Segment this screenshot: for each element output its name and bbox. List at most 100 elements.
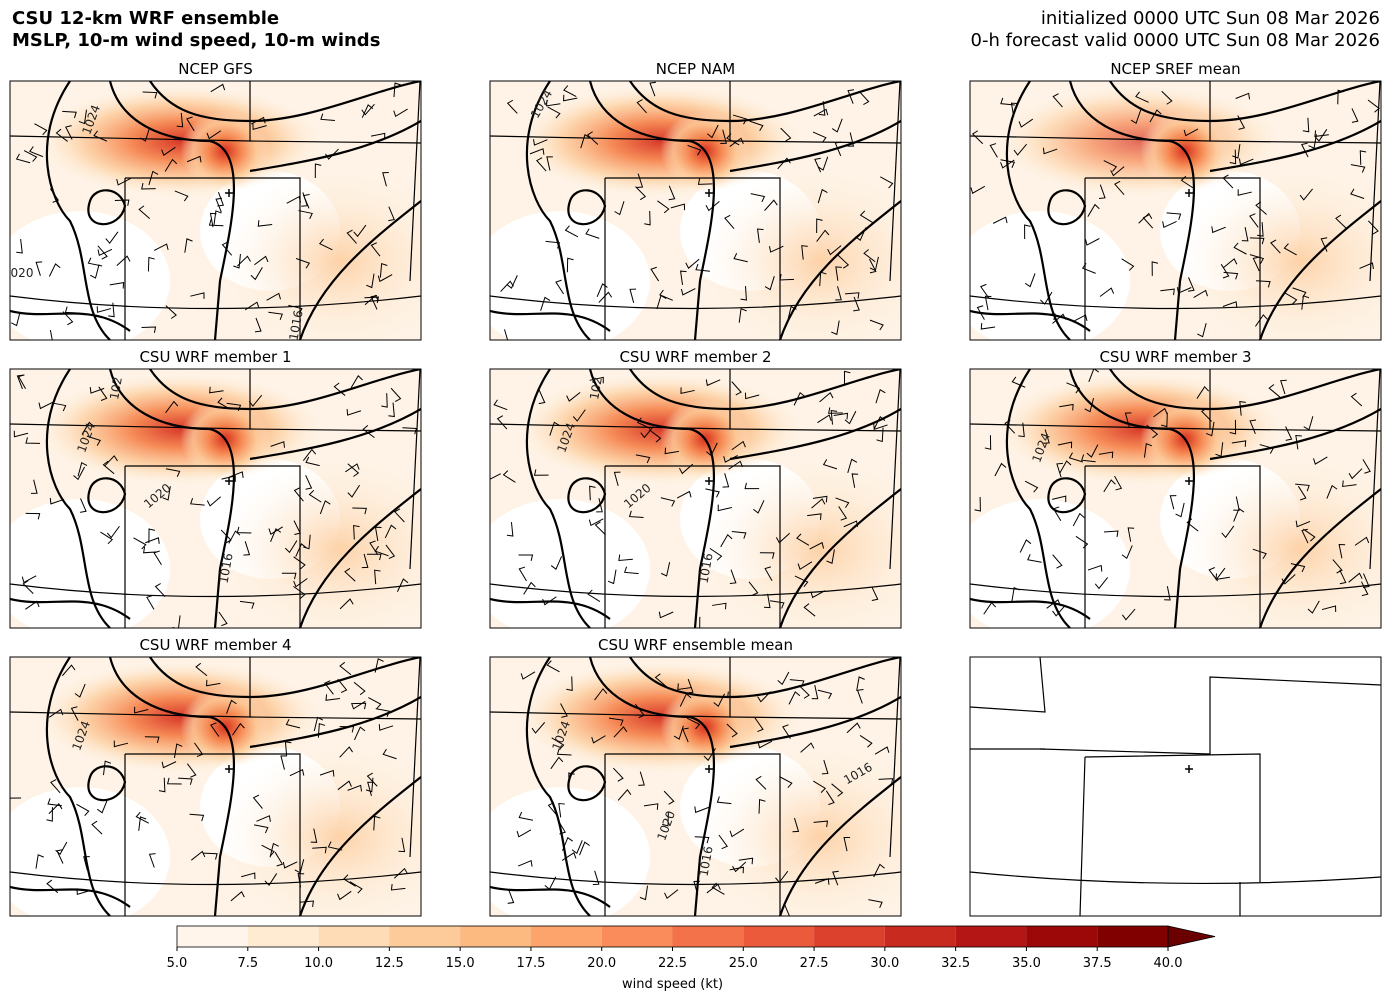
state-border [605,465,781,594]
wind-barb [738,857,754,865]
wind-barb [868,899,883,908]
wind-barb [11,311,21,327]
wind-barb [10,797,22,799]
wind-barb [203,852,218,860]
wind-barb [828,407,843,414]
map-area [970,81,1381,340]
wind-barb [697,178,713,185]
wind-barb [591,735,606,744]
wind-barb [1161,90,1173,105]
panel-title: NCEP GFS [178,60,253,78]
wind-barb [533,469,549,476]
wind-barb [1232,144,1241,159]
wind-barb [731,440,746,451]
wind-barb [1000,159,1015,169]
map-frame [9,656,422,917]
state-border [889,81,901,282]
wind-barb [546,660,560,673]
wind-barb [550,556,563,570]
wind-barb [835,497,850,509]
wind-barb [811,498,826,509]
wind-barb [252,123,267,130]
wind-barb [102,760,111,776]
wind-barb [1281,574,1296,585]
wind-barb [141,182,156,190]
wind-barb [396,578,409,592]
wind-barb [624,566,639,575]
wind-barb [393,508,405,523]
wind-barb [720,129,727,144]
wind-barb [518,566,527,582]
wind-barb [142,91,158,99]
wind-barb [93,130,108,142]
wind-barb [148,528,155,543]
wind-barb [835,266,842,281]
isobar [10,885,131,908]
wind-barb [1188,277,1195,292]
wind-barb [165,400,179,414]
wind-barb [370,294,378,310]
wind-barb [209,386,224,394]
wind-barb [1121,545,1133,560]
wind-barb [61,664,76,677]
wind-barb [733,253,748,263]
wind-barb [1255,201,1267,215]
wind-barb [344,567,356,582]
wind-barb [1221,525,1235,539]
wind-barb [1368,220,1379,235]
wind-barb [302,448,317,461]
wind-barb [1350,392,1363,407]
wind-barb [1350,164,1366,173]
wind-barb [516,829,532,838]
wind-barb [754,717,764,733]
isobar [778,488,901,628]
wind-barb [758,798,766,814]
wind-barb [166,777,182,785]
wind-barb [25,512,41,520]
wind-barb [649,429,662,443]
wind-barb [100,531,114,545]
wind-barb [239,600,255,609]
wind-barb [254,317,262,333]
wind-barb [819,392,834,403]
wind-barb [388,402,395,418]
wind-barb [837,254,850,269]
map-area: 1024 [490,81,901,340]
wind-barb [793,391,806,406]
wind-shading [970,211,1130,340]
wind-barb [226,699,237,714]
wind-barb [1086,444,1099,458]
wind-barb [833,412,849,420]
wind-barb [673,725,684,740]
wind-barb [74,683,86,698]
wind-barb [144,736,160,744]
map-frame [969,656,1382,917]
contour-label: 102 [107,376,125,401]
wind-barb [162,486,171,501]
wind-barb [676,490,692,499]
wind-barb [1057,441,1073,449]
colorbar-tick-label: 12.5 [375,956,404,971]
isobar [1109,81,1381,123]
colorbar-tick-label: 5.0 [167,956,188,971]
wind-barb [215,197,223,213]
wind-barb [536,157,547,172]
wind-barb [339,598,354,610]
wind-barb [608,717,624,726]
wind-barb [517,859,533,867]
wind-barb [846,722,861,734]
wind-barb [314,163,322,178]
wind-barb [869,319,884,331]
wind-barb [1013,143,1028,156]
wind-barb [353,224,367,238]
wind-barb [73,466,85,481]
wind-barb [210,722,220,737]
wind-barb [664,447,680,455]
wind-barb [506,275,518,289]
wind-barb [744,392,760,400]
wind-barb [146,595,155,610]
wind-barb [694,806,709,814]
wind-barb [738,308,747,323]
wind-barb [1088,369,1100,382]
